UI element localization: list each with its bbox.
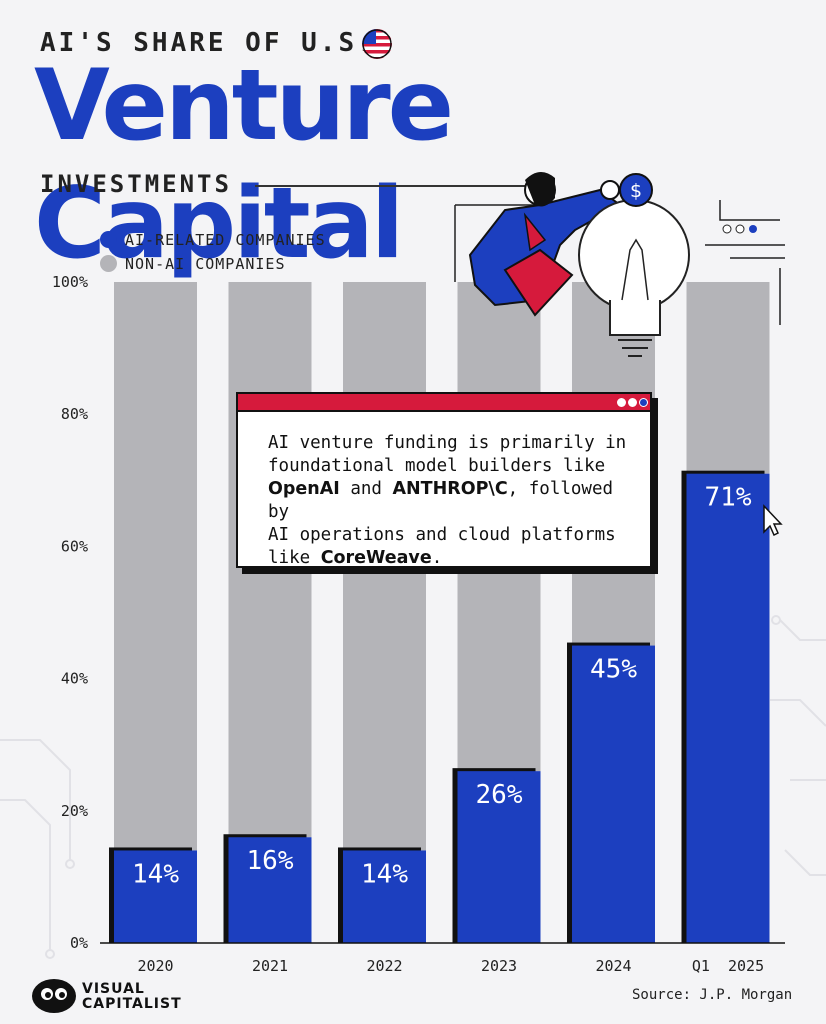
ai-bars	[109, 470, 770, 943]
cursor-icon	[763, 504, 783, 537]
bar-ai	[457, 771, 541, 943]
investor-illustration	[454, 171, 785, 357]
brand-name: VISUAL CAPITALIST	[82, 981, 182, 1012]
coreweave-brand: CoreWeave	[320, 548, 432, 568]
callout-line: AI operations and cloud platforms	[268, 525, 616, 545]
callout-title-bar	[238, 394, 650, 412]
bar-non-ai	[686, 282, 770, 474]
openai-brand: OpenAI	[268, 479, 340, 499]
data-label: 16%	[247, 846, 294, 876]
x-tick-label: Q1 2025	[692, 957, 764, 975]
title-divider	[255, 185, 555, 187]
main-title: Venture Capital	[34, 49, 454, 281]
circuit-background	[0, 615, 826, 959]
x-tick-label: 2024	[595, 957, 631, 975]
window-dot-icon	[628, 398, 637, 407]
x-tick-label: 2023	[481, 957, 517, 975]
bar-ai	[572, 645, 655, 943]
bar-ai	[686, 473, 770, 943]
legend-label-ai: AI-RELATED COMPANIES	[125, 231, 326, 249]
bar-ai	[228, 837, 312, 943]
window-dot-icon	[639, 398, 648, 407]
legend-swatch-ai	[100, 231, 117, 248]
dollar-coin-icon: $	[619, 173, 653, 207]
callout-line: like CoreWeave.	[268, 548, 443, 568]
svg-text:$: $	[630, 180, 642, 202]
y-tick-label: 20%	[61, 802, 88, 820]
legend-item-ai: AI-RELATED COMPANIES	[100, 231, 326, 249]
x-tick-label: 2020	[137, 957, 173, 975]
legend-swatch-non-ai	[100, 255, 117, 272]
bar-ai	[343, 850, 426, 943]
callout-line: foundational model builders like	[268, 456, 606, 476]
y-axis-labels: 0% 20% 40% 60% 80% 100%	[52, 273, 88, 952]
data-label: 26%	[476, 780, 523, 810]
bar-ai	[114, 850, 197, 943]
y-tick-label: 40%	[61, 670, 88, 688]
legend-label-non-ai: NON-AI COMPANIES	[125, 255, 286, 273]
x-axis-labels: 2020 2021 2022 2023 2024 Q1 2025	[137, 957, 764, 975]
data-labels: 14% 16% 14% 26% 45% 71%	[132, 483, 752, 890]
x-tick-label: 2021	[252, 957, 288, 975]
callout-line: OpenAI and ANTHROP\C, followed by	[268, 479, 614, 522]
top-title: AI'S SHARE OF U.S.	[40, 28, 376, 58]
bar-non-ai	[114, 282, 197, 851]
y-tick-label: 80%	[61, 405, 88, 423]
callout-line: AI venture funding is primarily in	[268, 433, 627, 453]
y-tick-label: 100%	[52, 273, 88, 291]
callout-box: AI venture funding is primarily in found…	[236, 392, 652, 568]
anthropic-brand: ANTHROP\C	[392, 479, 508, 499]
sub-title: INVESTMENTS	[40, 170, 232, 198]
source-note: Source: J.P. Morgan	[632, 987, 793, 1003]
legend-item-non-ai: NON-AI COMPANIES	[100, 255, 286, 273]
data-label: 45%	[590, 655, 637, 685]
y-tick-label: 0%	[70, 934, 88, 952]
data-label: 14%	[361, 859, 408, 889]
us-flag-icon	[362, 29, 392, 59]
data-label: 14%	[132, 859, 179, 889]
data-label: 71%	[705, 483, 752, 513]
y-tick-label: 60%	[61, 537, 88, 555]
x-tick-label: 2022	[366, 957, 402, 975]
callout-text: AI venture funding is primarily in found…	[238, 412, 650, 570]
window-dot-icon	[617, 398, 626, 407]
visual-capitalist-logo-icon	[32, 979, 76, 1013]
